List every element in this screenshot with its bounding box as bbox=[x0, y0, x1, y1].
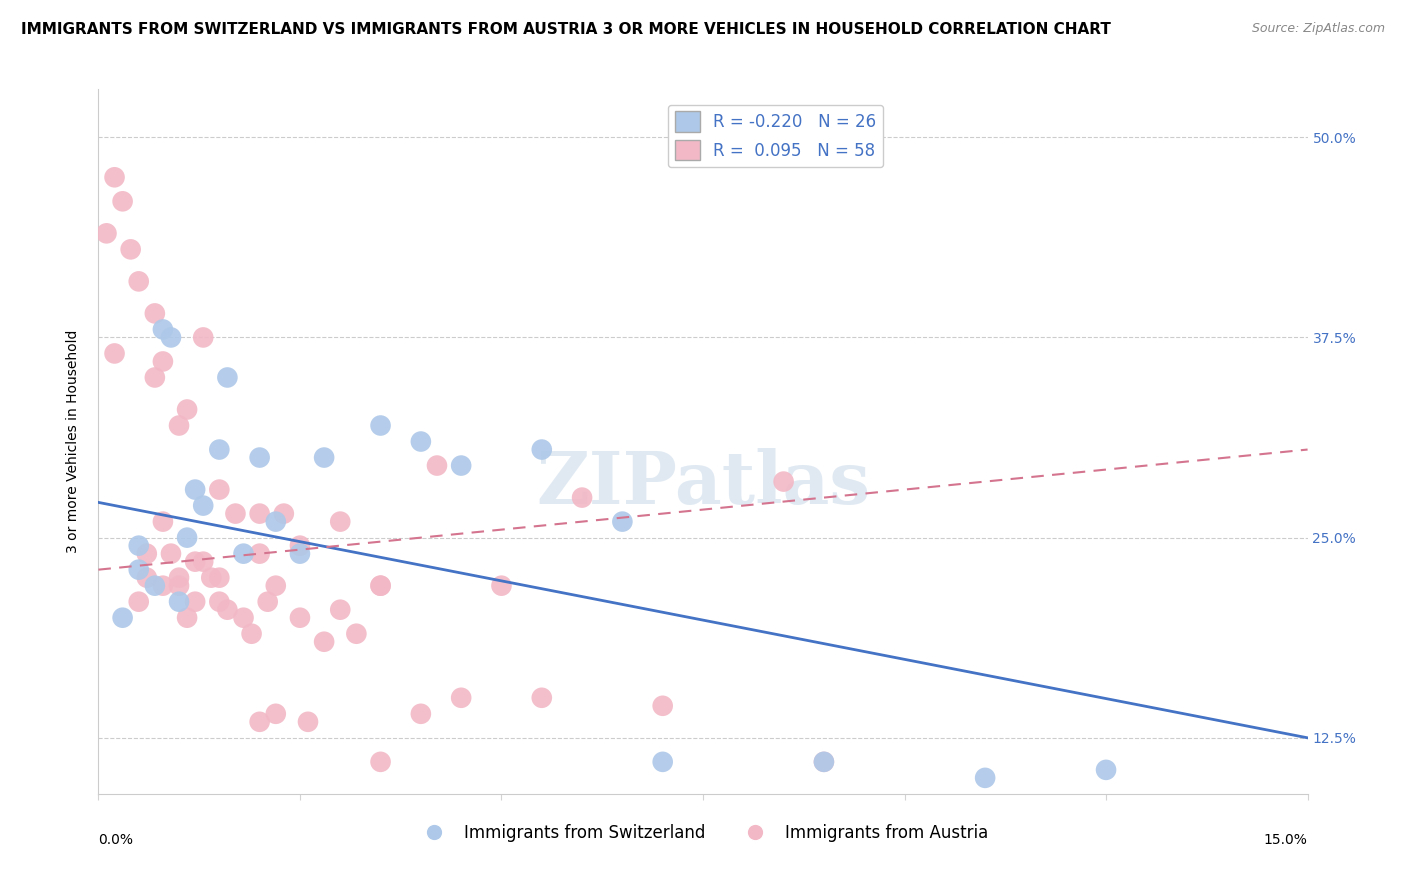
Point bbox=[288, 611, 311, 625]
Point bbox=[224, 507, 246, 521]
Text: 15.0%: 15.0% bbox=[1264, 832, 1308, 847]
Point bbox=[143, 370, 166, 384]
Point bbox=[450, 690, 472, 705]
Y-axis label: 3 or more Vehicles in Household: 3 or more Vehicles in Household bbox=[66, 330, 80, 553]
Point bbox=[329, 603, 352, 617]
Point bbox=[128, 274, 150, 288]
Point bbox=[128, 539, 150, 553]
Point bbox=[491, 579, 513, 593]
Point bbox=[571, 491, 593, 505]
Point bbox=[370, 418, 392, 433]
Point bbox=[813, 755, 835, 769]
Point bbox=[135, 571, 157, 585]
Point bbox=[314, 450, 336, 465]
Point bbox=[143, 306, 166, 320]
Point bbox=[329, 515, 352, 529]
Point bbox=[184, 595, 207, 609]
Point bbox=[370, 579, 392, 593]
Point bbox=[160, 330, 183, 344]
Point bbox=[176, 611, 198, 625]
Point bbox=[120, 243, 142, 257]
Point bbox=[217, 370, 239, 384]
Legend: Immigrants from Switzerland, Immigrants from Austria: Immigrants from Switzerland, Immigrants … bbox=[411, 818, 995, 849]
Point bbox=[264, 579, 287, 593]
Text: Source: ZipAtlas.com: Source: ZipAtlas.com bbox=[1251, 22, 1385, 36]
Point bbox=[217, 603, 239, 617]
Point bbox=[208, 571, 231, 585]
Point bbox=[176, 531, 198, 545]
Point bbox=[152, 579, 174, 593]
Point bbox=[208, 483, 231, 497]
Point bbox=[450, 458, 472, 473]
Point bbox=[370, 755, 392, 769]
Point bbox=[314, 634, 336, 648]
Point bbox=[200, 571, 222, 585]
Point bbox=[103, 346, 125, 360]
Point bbox=[193, 499, 215, 513]
Point bbox=[370, 579, 392, 593]
Point bbox=[184, 483, 207, 497]
Point bbox=[612, 515, 634, 529]
Point bbox=[273, 507, 295, 521]
Point bbox=[208, 595, 231, 609]
Point bbox=[813, 755, 835, 769]
Point bbox=[128, 563, 150, 577]
Point bbox=[111, 194, 134, 209]
Point bbox=[249, 450, 271, 465]
Point bbox=[152, 322, 174, 336]
Point bbox=[167, 571, 190, 585]
Point bbox=[651, 698, 673, 713]
Point bbox=[249, 507, 271, 521]
Point bbox=[288, 539, 311, 553]
Point bbox=[128, 595, 150, 609]
Point bbox=[409, 706, 432, 721]
Point bbox=[974, 771, 997, 785]
Point bbox=[288, 547, 311, 561]
Point bbox=[193, 555, 215, 569]
Point bbox=[176, 402, 198, 417]
Point bbox=[297, 714, 319, 729]
Point bbox=[249, 714, 271, 729]
Point bbox=[409, 434, 432, 449]
Point bbox=[264, 706, 287, 721]
Text: IMMIGRANTS FROM SWITZERLAND VS IMMIGRANTS FROM AUSTRIA 3 OR MORE VEHICLES IN HOU: IMMIGRANTS FROM SWITZERLAND VS IMMIGRANT… bbox=[21, 22, 1111, 37]
Text: 0.0%: 0.0% bbox=[98, 832, 134, 847]
Point bbox=[240, 626, 263, 640]
Point bbox=[167, 418, 190, 433]
Point bbox=[152, 515, 174, 529]
Point bbox=[103, 170, 125, 185]
Point bbox=[530, 690, 553, 705]
Text: ZIPatlas: ZIPatlas bbox=[536, 449, 870, 519]
Point bbox=[152, 354, 174, 368]
Point bbox=[256, 595, 278, 609]
Point bbox=[264, 515, 287, 529]
Point bbox=[96, 227, 118, 241]
Point bbox=[135, 547, 157, 561]
Point bbox=[344, 626, 367, 640]
Point bbox=[160, 547, 183, 561]
Point bbox=[208, 442, 231, 457]
Point bbox=[426, 458, 449, 473]
Point bbox=[530, 442, 553, 457]
Point bbox=[184, 555, 207, 569]
Point bbox=[167, 595, 190, 609]
Point bbox=[651, 755, 673, 769]
Point bbox=[167, 579, 190, 593]
Point bbox=[143, 579, 166, 593]
Point bbox=[232, 547, 254, 561]
Point bbox=[232, 611, 254, 625]
Point bbox=[772, 475, 794, 489]
Point bbox=[193, 330, 215, 344]
Point bbox=[111, 611, 134, 625]
Point bbox=[249, 547, 271, 561]
Point bbox=[1095, 763, 1118, 777]
